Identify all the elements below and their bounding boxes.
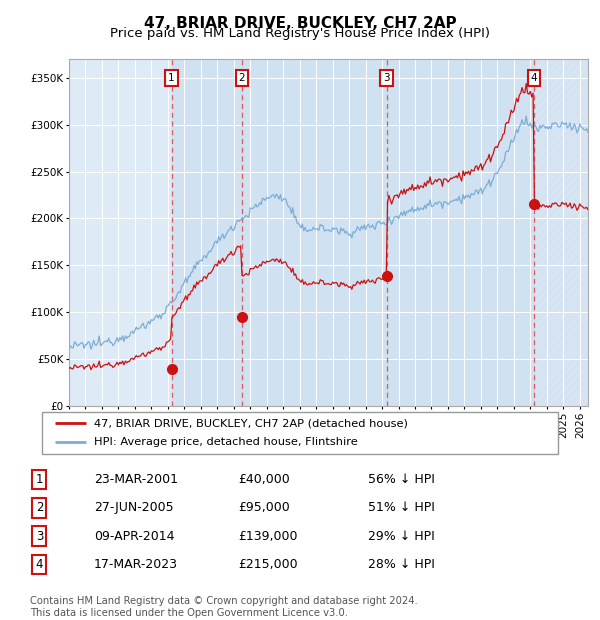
Bar bbox=[242, 59, 386, 406]
Text: 2: 2 bbox=[35, 502, 43, 515]
Text: 56% ↓ HPI: 56% ↓ HPI bbox=[368, 473, 434, 486]
Text: 29% ↓ HPI: 29% ↓ HPI bbox=[368, 529, 434, 542]
Text: £40,000: £40,000 bbox=[238, 473, 290, 486]
Text: £215,000: £215,000 bbox=[238, 558, 298, 571]
Bar bbox=[534, 59, 588, 406]
Text: HPI: Average price, detached house, Flintshire: HPI: Average price, detached house, Flin… bbox=[94, 438, 358, 448]
Text: Price paid vs. HM Land Registry's House Price Index (HPI): Price paid vs. HM Land Registry's House … bbox=[110, 27, 490, 40]
Text: 2: 2 bbox=[239, 73, 245, 83]
Text: £139,000: £139,000 bbox=[238, 529, 298, 542]
Text: 51% ↓ HPI: 51% ↓ HPI bbox=[368, 502, 434, 515]
Text: £95,000: £95,000 bbox=[238, 502, 290, 515]
Bar bbox=[386, 59, 534, 406]
Text: 1: 1 bbox=[168, 73, 175, 83]
FancyBboxPatch shape bbox=[42, 412, 558, 454]
Text: 4: 4 bbox=[530, 73, 537, 83]
Text: 28% ↓ HPI: 28% ↓ HPI bbox=[368, 558, 434, 571]
Text: 4: 4 bbox=[35, 558, 43, 571]
Text: 09-APR-2014: 09-APR-2014 bbox=[94, 529, 175, 542]
Text: 3: 3 bbox=[36, 529, 43, 542]
Text: 47, BRIAR DRIVE, BUCKLEY, CH7 2AP: 47, BRIAR DRIVE, BUCKLEY, CH7 2AP bbox=[143, 16, 457, 31]
Text: 17-MAR-2023: 17-MAR-2023 bbox=[94, 558, 178, 571]
Text: 3: 3 bbox=[383, 73, 390, 83]
Text: 47, BRIAR DRIVE, BUCKLEY, CH7 2AP (detached house): 47, BRIAR DRIVE, BUCKLEY, CH7 2AP (detac… bbox=[94, 418, 407, 428]
Text: Contains HM Land Registry data © Crown copyright and database right 2024.
This d: Contains HM Land Registry data © Crown c… bbox=[30, 596, 418, 618]
Bar bbox=[172, 59, 242, 406]
Text: 23-MAR-2001: 23-MAR-2001 bbox=[94, 473, 178, 486]
Text: 27-JUN-2005: 27-JUN-2005 bbox=[94, 502, 174, 515]
Text: 1: 1 bbox=[35, 473, 43, 486]
